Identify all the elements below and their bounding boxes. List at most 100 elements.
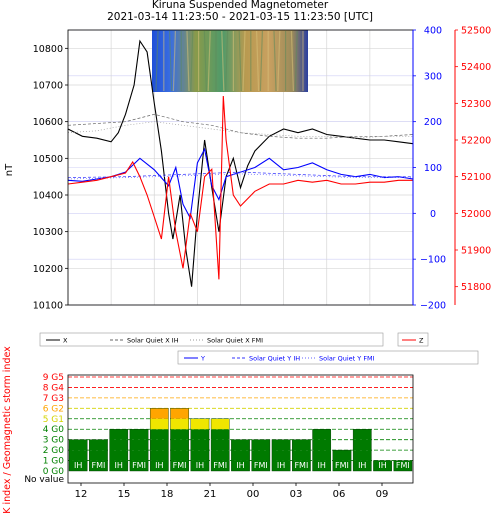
k-bar-segment [211,450,230,461]
camera-image-stripe [221,30,225,92]
k-bar-outline [271,439,291,472]
k-bar-segment [271,450,291,461]
k-level-label: 2 G0 [43,446,65,456]
red-tick-label: 52400 [461,62,491,73]
red-tick-label: 51900 [461,246,491,257]
camera-image-stripe [294,30,298,92]
camera-image-stripe [277,30,281,92]
k-bar-segment [150,429,169,440]
legend-label: Solar Quiet X FMI [207,337,263,345]
aurora-camera-image [152,30,308,92]
camera-image-stripe [186,30,190,92]
k-bar-source-label: FMI [92,461,106,470]
k-bar-segment [190,450,210,461]
k-bar-outline [68,439,88,472]
camera-image-stripe [203,30,207,92]
k-bar-segment [292,460,311,471]
series-x [67,39,414,287]
k-bar-outline [292,439,311,472]
red-tick-label: 52200 [461,136,491,147]
k-bar-source-label: FMI [213,461,227,470]
camera-image-stripe [155,30,159,92]
k-bar-source-label: IH [358,461,366,470]
k-bar-segment [353,450,372,461]
k-bar-segment [129,460,149,471]
blue-tick-label: 400 [424,26,442,37]
k-bar-segment [271,439,291,451]
k-bar-outline [170,408,189,472]
k-bar-segment [89,460,108,471]
k-bar-segment [271,460,291,471]
k-plot-frame [67,374,414,484]
series-solar-quiet-x-fmi [67,121,413,139]
k-bar-source-label: IH [277,461,285,470]
k-bar-segment [170,408,189,419]
camera-image-stripe [259,30,263,92]
k-bar-segment [89,439,108,451]
series-solar-quiet-x-ih [67,113,414,139]
y-tick-label: 10300 [33,227,63,238]
y-tick-label: 10600 [33,117,63,128]
k-bar-segment [69,439,88,451]
k-level-label: 7 G3 [43,394,64,404]
legend-box-y [177,350,479,365]
k-bar-outline [129,429,149,472]
k-x-tick-label: 00 [247,489,260,500]
k-bar-source-label: FMI [173,461,187,470]
blue-tick-label: 0 [430,209,436,220]
legend-label: Z [419,337,424,345]
k-level-label: 9 G5 [43,373,64,383]
series-solar-quiet-y-fmi [67,173,413,180]
k-bar-segment [150,418,169,430]
blue-tick-label: 200 [424,117,442,128]
magnetometer-axes: 10100 10200 10300 10400 10500 10600 10700 10800… [33,26,491,312]
k-bar-segment [292,450,311,461]
k-bar-segment [170,429,189,440]
series-y [67,147,414,220]
camera-image-stripe [207,30,211,92]
k-level-label: 1 G0 [43,457,65,467]
k-bar-segment [150,450,169,461]
red-tick-label: 52000 [461,209,491,220]
k-bar-segment [353,460,372,471]
series-solar-quiet-y-ih [67,171,413,178]
k-level-label: 6 G2 [43,404,64,414]
k-bar-segment [332,460,352,471]
k-bar-segment [190,429,210,440]
k-bar-source-label: IH [155,461,163,470]
blue-tick-label: −200 [420,301,446,312]
k-bar-segment [69,450,88,461]
y-tick-label: 10500 [33,154,63,165]
k-bar-source-label: FMI [254,461,268,470]
k-bar-segment [292,439,311,451]
k-bar-outline [231,439,250,472]
k-bar-segment [231,439,250,451]
camera-image-stripe [290,30,294,92]
k-level-label: 8 G4 [43,383,65,393]
k-bar-segment [150,408,169,419]
k-bar-segment [251,439,270,451]
camera-image-stripe [256,30,260,92]
k-bar-outline [251,439,271,472]
k-bar-source-label: FMI [294,461,308,470]
k-bar-segment [190,418,210,430]
camera-image-stripe [225,30,229,92]
k-bar-segment [170,460,189,471]
k-bar-segment [190,460,210,471]
k-bar-segment [150,439,169,451]
k-bar-segment [150,460,169,471]
k-x-tick-label: 15 [118,489,131,500]
k-bar-segment [211,429,230,440]
k-bar-outline [332,449,352,472]
k-x-tick-label: 03 [290,489,303,500]
k-level-label: 0 G0 [43,467,65,477]
camera-image-stripe [169,30,173,92]
blue-tick-label: 100 [424,163,442,174]
k-bar-source-label: IH [196,461,204,470]
camera-image-stripe [172,30,176,92]
k-bar-segment [170,418,189,430]
k-bar-outline [149,408,169,472]
magnetometer-series [67,39,414,287]
legend-label: X [63,337,68,345]
camera-image-panel [152,30,308,92]
